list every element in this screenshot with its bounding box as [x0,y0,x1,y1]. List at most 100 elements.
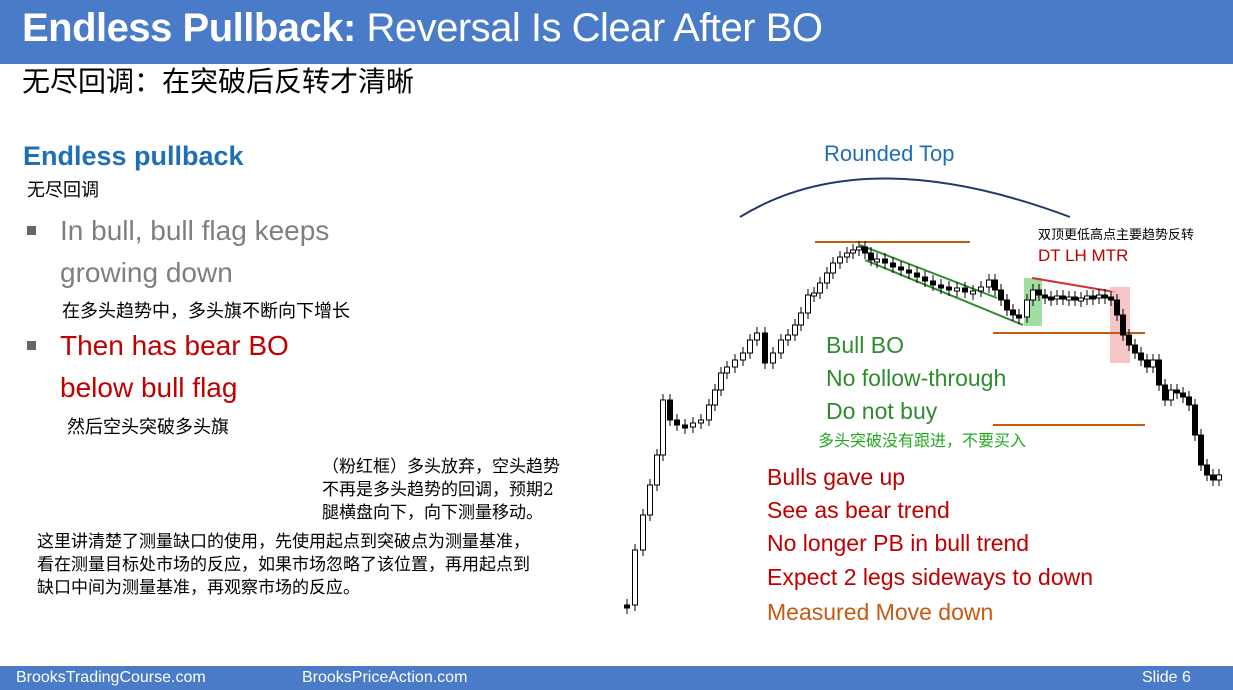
slide-title-rest: Reversal Is Clear After BO [355,6,823,50]
bull-candle-body [805,294,811,314]
bear-candle-body [992,279,998,291]
measured-gap-note: 这里讲清楚了测量缺口的使用，先使用起点到突破点为测量基准， 看在测量目标处市场的… [37,531,530,600]
bull-candle-body [792,324,798,336]
candlestick-chart [624,177,1222,614]
bull-bo-label: Bull BO [826,332,904,358]
slide-title: Endless Pullback: Reversal Is Clear Afte… [22,6,823,51]
bear-candle-body [906,269,912,274]
bear-candle-body [1174,389,1180,394]
bull-candle-body [690,422,696,428]
bear-candle-body [1004,299,1010,311]
bear-candle-body [1198,434,1204,466]
bull-candle-body [1024,299,1030,318]
bull-candle-body [874,258,880,263]
bear-candle-body [1138,352,1144,361]
bull-candle-body [778,339,784,354]
bull-candle-body [798,312,804,326]
bear-candle-body [762,332,768,364]
slide-title-zh: 无尽回调：在突破后反转才清晰 [22,65,415,98]
channel-lower-line [864,259,1024,326]
pink-box-note: （粉红框）多头放弃，空头趋势 不再是多头趋势的回调，预期2 腿横盘向下，向下测量… [322,456,560,525]
section-heading: Endless pullback [23,141,244,171]
bear-candle-body [1120,314,1126,336]
bear-candle-body [1144,359,1150,368]
bear-candle-body [1132,344,1138,354]
bullet-marker-1 [27,226,36,235]
bull-candle-body [1066,296,1072,301]
bull-candle-body [647,484,653,516]
bull-candle-body [970,290,976,295]
bull-candle-body [724,366,730,374]
bear-candle-body [1204,464,1210,476]
bullet-2-line-1: Then has bear BO [60,330,289,361]
bear-candle-body [1048,296,1054,301]
bear-candle-body [1114,299,1120,316]
bullet-1-line-1: In bull, bull flag keeps [60,215,330,246]
bear-candle-body [1010,309,1016,316]
rounded-top-label: Rounded Top [824,141,955,166]
bull-candle-body [1054,295,1060,300]
mm-note-line-1: 这里讲清楚了测量缺口的使用，先使用起点到突破点为测量基准， [37,532,530,552]
bear-candle-body [1060,295,1066,300]
bull-candle-body [754,332,760,341]
bear-candle-body [938,284,944,289]
bulls-gave-up-label: Bulls gave up [767,464,906,490]
slide-title-bold: Endless Pullback: [22,6,356,50]
bear-candle-body [1186,396,1192,406]
bear-candle-body [1072,296,1078,301]
bull-candle-body [837,256,843,264]
bear-candle-body [868,252,874,261]
bear-candle-body [1102,294,1108,299]
do-not-buy-label: Do not buy [826,398,938,424]
footer-bar: BrooksTradingCourse.com BrooksPriceActio… [0,666,1233,690]
bullet-marker-2 [27,341,36,350]
bull-candle-body [1168,389,1174,401]
dt-zh-label: 双顶更低高点主要趋势反转 [1038,228,1195,243]
bear-candle-body [1036,289,1042,296]
pink-note-line-2: 不再是多头趋势的回调，预期2 [322,480,554,500]
bear-candle-body [674,419,680,426]
bear-candle-body [882,258,888,264]
bull-candle-body [1150,359,1156,368]
bull-candle-body [954,287,960,292]
pink-note-line-3: 腿横盘向下，向下测量移动。 [322,503,543,523]
bullet-2-line-2: below bull flag [60,372,238,403]
measured-move-label: Measured Move down [767,599,994,625]
bear-candle-body [624,604,630,609]
bull-candle-body [1078,297,1084,302]
bull-candle-body [718,372,724,391]
bull-candle-body [856,246,862,251]
bear-candle-body [946,286,952,291]
bear-candle-body [998,289,1004,301]
bear-candle-body [1162,384,1168,401]
bull-candle-body [770,352,776,364]
bear-candle-body [1180,392,1186,398]
bull-candle-body [706,404,712,421]
lower-high-line [1031,277,1116,293]
bull-candle-body [1096,294,1102,299]
bull-candle-body [844,252,850,258]
bull-candle-body [1030,289,1036,301]
bear-candle-body [1156,359,1162,386]
section-heading-zh: 无尽回调 [27,180,99,201]
bear-candle-body [962,287,968,293]
see-bear-trend-label: See as bear trend [767,497,950,523]
bullet-1-zh: 在多头趋势中，多头旗不断向下增长 [62,301,350,322]
footer-link-brookstradingcourse[interactable]: BrooksTradingCourse.com [16,669,206,686]
bull-candle-body [740,352,746,361]
bear-candle-body [898,266,904,271]
bull-candle-body [660,399,666,456]
price-chart: Rounded Top 双顶更低高点主要趋势反转 DT LH MTR Bull … [615,135,1233,630]
bull-candle-body [1084,295,1090,300]
bull-candle-body [817,282,823,294]
bull-candle-body [632,549,638,606]
bear-candle-body [682,424,688,429]
rounded-top-arc [739,177,1071,218]
bull-candle-body [824,272,830,284]
no-follow-through-label: No follow-through [826,365,1007,391]
slide-number: Slide 6 [1142,669,1191,686]
bull-candle-body [830,262,836,274]
bull-candle-body [986,279,992,288]
bullet-2-zh: 然后空头突破多头旗 [67,417,229,438]
footer-link-brookspriceaction[interactable]: BrooksPriceAction.com [302,669,468,686]
